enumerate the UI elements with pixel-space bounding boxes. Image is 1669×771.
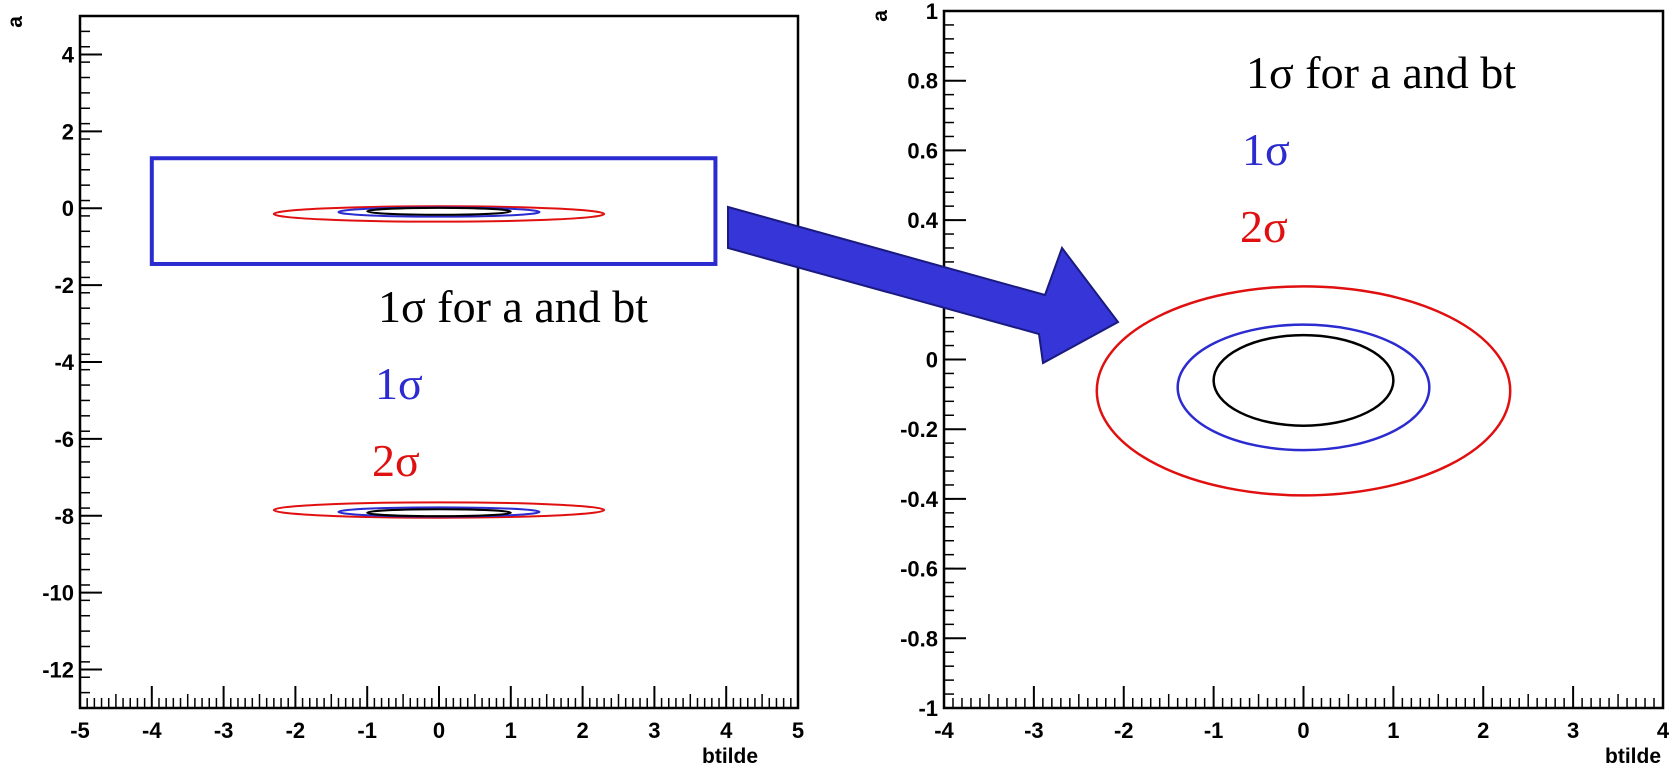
left-x-tick-label: 2 bbox=[576, 718, 588, 743]
right-contour-one-sigma bbox=[1176, 323, 1431, 452]
left-y-tick-label: -4 bbox=[54, 350, 74, 375]
left-x-axis-title: btilde bbox=[702, 745, 758, 768]
left-x-tick-label: 3 bbox=[648, 718, 660, 743]
left-plot-frame bbox=[78, 14, 800, 710]
right-x-tick-label: -1 bbox=[1204, 718, 1224, 743]
left-x-tick-label: -2 bbox=[286, 718, 306, 743]
right-x-tick-label: 3 bbox=[1567, 718, 1579, 743]
left-x-tick-label: -5 bbox=[70, 718, 90, 743]
right-x-tick-label: 2 bbox=[1477, 718, 1489, 743]
left-contour-two-sigma bbox=[272, 205, 606, 223]
right-tick-marks bbox=[943, 10, 1664, 709]
right-x-tick-label: -3 bbox=[1024, 718, 1044, 743]
left-contour-one-sigma-both bbox=[366, 508, 512, 518]
left-y-tick-label: -10 bbox=[42, 581, 74, 606]
left-legend-two-sigma: 2σ bbox=[372, 435, 420, 486]
right-contour-one-sigma-both bbox=[1212, 333, 1395, 427]
left-legend-one-sigma: 1σ bbox=[375, 358, 423, 409]
right-y-tick-label: 0.8 bbox=[907, 69, 938, 94]
left-y-tick-labels: -12 -10 -8 -6 -4 -2 0 2 4 bbox=[42, 42, 75, 682]
right-y-tick-labels: -1-0.8-0.6-0.4-0.200.20.40.60.81 bbox=[900, 0, 939, 721]
right-x-axis-title: btilde bbox=[1605, 745, 1661, 768]
right-legend-one-sigma-both: 1σ for a and bt bbox=[1246, 47, 1516, 98]
right-y-tick-label: -1 bbox=[918, 696, 938, 721]
left-x-tick-label: 1 bbox=[505, 718, 517, 743]
left-x-tick-label: -4 bbox=[142, 718, 162, 743]
right-y-axis-title: a bbox=[869, 10, 892, 22]
left-x-tick-label: -3 bbox=[214, 718, 234, 743]
left-y-tick-label: 0 bbox=[62, 196, 74, 221]
left-y-tick-label: -2 bbox=[54, 273, 74, 298]
left-y-tick-label: -12 bbox=[42, 658, 74, 683]
left-y-tick-label: 2 bbox=[62, 119, 74, 144]
right-x-tick-label: -4 bbox=[934, 718, 954, 743]
left-x-tick-label: 4 bbox=[720, 718, 733, 743]
left-x-tick-labels: -5 -4 -3 -2 -1 0 1 2 3 4 5 bbox=[70, 718, 804, 743]
zoom-highlight-box bbox=[149, 156, 718, 266]
right-x-tick-label: -2 bbox=[1114, 718, 1134, 743]
left-y-tick-label: -8 bbox=[54, 504, 74, 529]
right-y-tick-label: 0.6 bbox=[907, 138, 938, 163]
right-y-tick-label: -0.2 bbox=[900, 417, 938, 442]
right-contours bbox=[1095, 285, 1512, 497]
left-tick-marks bbox=[79, 15, 799, 709]
left-contours bbox=[272, 205, 606, 519]
zoom-arrow bbox=[727, 205, 1120, 365]
right-y-tick-label: 1 bbox=[926, 0, 938, 24]
right-x-tick-label: 4 bbox=[1657, 718, 1669, 743]
left-contour-one-sigma-both bbox=[366, 206, 512, 216]
right-contour-two-sigma bbox=[1095, 285, 1512, 497]
right-y-tick-label: 0.4 bbox=[907, 208, 938, 233]
left-y-tick-label: -6 bbox=[54, 427, 74, 452]
right-x-tick-labels: -4 -3 -2 -1 0 1 2 3 4 bbox=[934, 718, 1669, 743]
right-x-tick-label: 1 bbox=[1387, 718, 1399, 743]
left-x-tick-label: 0 bbox=[433, 718, 445, 743]
left-x-tick-label: -1 bbox=[357, 718, 377, 743]
left-x-tick-label: 5 bbox=[792, 718, 804, 743]
right-legend-two-sigma: 2σ bbox=[1240, 201, 1288, 252]
left-y-axis-title: a bbox=[4, 16, 27, 28]
right-y-tick-label: -0.6 bbox=[900, 557, 938, 582]
right-y-tick-label: -0.8 bbox=[900, 626, 938, 651]
left-legend-one-sigma-both: 1σ for a and bt bbox=[378, 281, 648, 332]
right-x-tick-label: 0 bbox=[1297, 718, 1309, 743]
left-contour-two-sigma bbox=[272, 501, 606, 519]
right-legend-one-sigma: 1σ bbox=[1242, 124, 1290, 175]
right-plot-frame bbox=[942, 9, 1665, 710]
right-y-tick-label: 0 bbox=[926, 348, 938, 373]
right-y-tick-label: -0.4 bbox=[900, 487, 939, 512]
left-y-tick-label: 4 bbox=[62, 42, 75, 67]
